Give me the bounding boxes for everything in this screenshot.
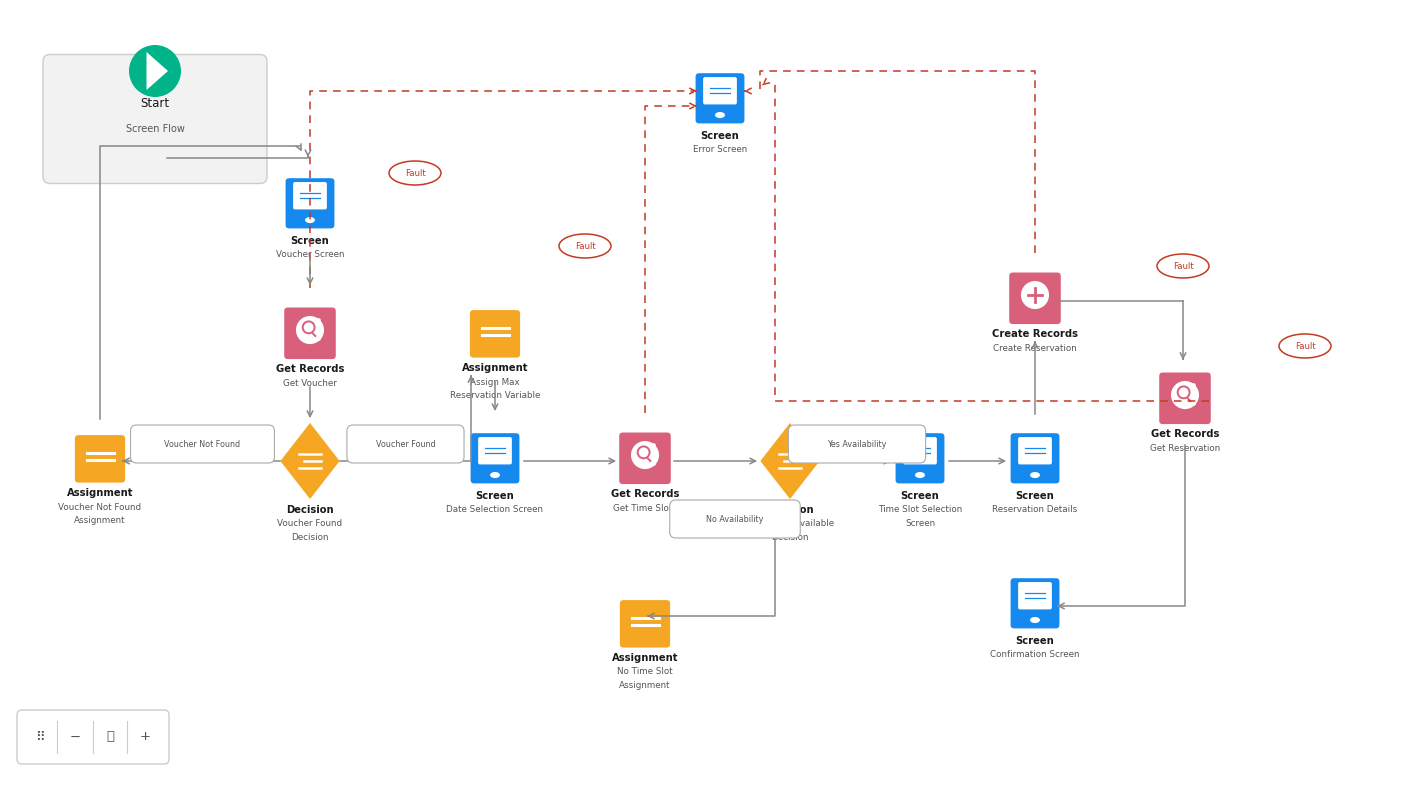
FancyBboxPatch shape — [1011, 578, 1059, 628]
Text: Decision: Decision — [286, 505, 334, 515]
Text: Confirmation Screen: Confirmation Screen — [990, 650, 1079, 659]
FancyBboxPatch shape — [469, 310, 520, 358]
Text: Time Slots Available: Time Slots Available — [747, 520, 835, 528]
Text: Time Slot Selection: Time Slot Selection — [877, 505, 963, 514]
FancyBboxPatch shape — [284, 308, 336, 359]
Ellipse shape — [559, 234, 611, 258]
Text: Get Records: Get Records — [1150, 430, 1219, 439]
Text: −: − — [70, 731, 81, 744]
FancyBboxPatch shape — [1159, 373, 1210, 424]
FancyBboxPatch shape — [788, 425, 926, 463]
FancyBboxPatch shape — [478, 437, 512, 464]
Ellipse shape — [914, 471, 926, 479]
Ellipse shape — [1030, 616, 1041, 624]
Text: ⤢: ⤢ — [107, 731, 114, 744]
Text: Screen: Screen — [900, 490, 940, 501]
FancyBboxPatch shape — [1010, 273, 1061, 324]
Text: Date Selection Screen: Date Selection Screen — [447, 505, 543, 514]
Text: Fault: Fault — [1173, 262, 1193, 271]
FancyBboxPatch shape — [17, 710, 169, 764]
Polygon shape — [280, 423, 340, 499]
Polygon shape — [146, 52, 168, 90]
Text: Voucher Found: Voucher Found — [277, 520, 343, 528]
Text: Assignment: Assignment — [611, 653, 678, 663]
Text: Create Records: Create Records — [993, 329, 1078, 339]
Text: Fault: Fault — [405, 168, 425, 177]
Text: Assign Max: Assign Max — [471, 377, 520, 387]
Text: Screen: Screen — [1015, 490, 1054, 501]
Text: Get Records: Get Records — [611, 490, 680, 499]
Text: Assignment: Assignment — [67, 488, 134, 498]
Circle shape — [631, 441, 658, 469]
Text: Voucher Not Found: Voucher Not Found — [58, 502, 142, 512]
Text: Yes Availability: Yes Availability — [828, 440, 887, 448]
FancyBboxPatch shape — [896, 433, 944, 483]
Circle shape — [129, 45, 181, 97]
Text: Assignment: Assignment — [462, 363, 528, 373]
Polygon shape — [761, 423, 819, 499]
Ellipse shape — [489, 471, 501, 479]
FancyBboxPatch shape — [670, 500, 801, 538]
FancyBboxPatch shape — [1011, 433, 1059, 483]
Text: No Availability: No Availability — [707, 514, 764, 524]
Ellipse shape — [390, 161, 441, 185]
Text: Voucher Not Found: Voucher Not Found — [165, 440, 240, 448]
Text: Screen: Screen — [701, 131, 739, 141]
Text: Get Time Slots: Get Time Slots — [613, 504, 677, 513]
FancyBboxPatch shape — [620, 600, 670, 648]
Text: No Time Slot: No Time Slot — [617, 668, 673, 676]
Ellipse shape — [1158, 254, 1209, 278]
Text: Decision: Decision — [771, 533, 809, 542]
Ellipse shape — [1030, 471, 1041, 479]
Text: Screen: Screen — [475, 490, 515, 501]
FancyBboxPatch shape — [286, 178, 334, 229]
FancyBboxPatch shape — [347, 425, 464, 463]
Ellipse shape — [304, 216, 316, 224]
Text: Screen Flow: Screen Flow — [125, 124, 185, 134]
Text: Screen: Screen — [290, 236, 330, 246]
Text: Reservation Variable: Reservation Variable — [449, 391, 540, 400]
FancyBboxPatch shape — [131, 425, 274, 463]
Ellipse shape — [1278, 334, 1331, 358]
Text: Voucher Found: Voucher Found — [375, 440, 435, 448]
Circle shape — [296, 316, 324, 344]
FancyBboxPatch shape — [293, 182, 327, 210]
FancyBboxPatch shape — [43, 55, 267, 184]
Text: Get Reservation: Get Reservation — [1150, 444, 1220, 453]
Text: Decision: Decision — [292, 533, 328, 542]
Text: Reservation Details: Reservation Details — [993, 505, 1078, 514]
Text: Fault: Fault — [574, 241, 596, 251]
FancyBboxPatch shape — [471, 433, 519, 483]
FancyBboxPatch shape — [75, 435, 125, 483]
FancyBboxPatch shape — [702, 77, 737, 104]
Text: Assignment: Assignment — [74, 516, 125, 525]
Text: Voucher Screen: Voucher Screen — [276, 250, 344, 259]
Circle shape — [1170, 381, 1199, 409]
Text: Assignment: Assignment — [619, 681, 671, 690]
Circle shape — [1021, 281, 1049, 309]
Text: +: + — [139, 731, 151, 744]
Text: Error Screen: Error Screen — [693, 146, 747, 154]
Text: Get Voucher: Get Voucher — [283, 379, 337, 388]
FancyBboxPatch shape — [903, 437, 937, 464]
Text: Start: Start — [141, 97, 169, 109]
Ellipse shape — [714, 112, 725, 119]
Text: Fault: Fault — [1294, 342, 1315, 350]
Text: Decision: Decision — [766, 505, 813, 515]
FancyBboxPatch shape — [619, 433, 671, 484]
Text: ⠿: ⠿ — [36, 731, 46, 744]
Text: Screen: Screen — [904, 519, 936, 528]
Text: Get Records: Get Records — [276, 365, 344, 374]
Text: Create Reservation: Create Reservation — [993, 344, 1076, 353]
FancyBboxPatch shape — [695, 74, 745, 123]
FancyBboxPatch shape — [1018, 437, 1052, 464]
FancyBboxPatch shape — [1018, 582, 1052, 609]
Text: Screen: Screen — [1015, 636, 1054, 645]
